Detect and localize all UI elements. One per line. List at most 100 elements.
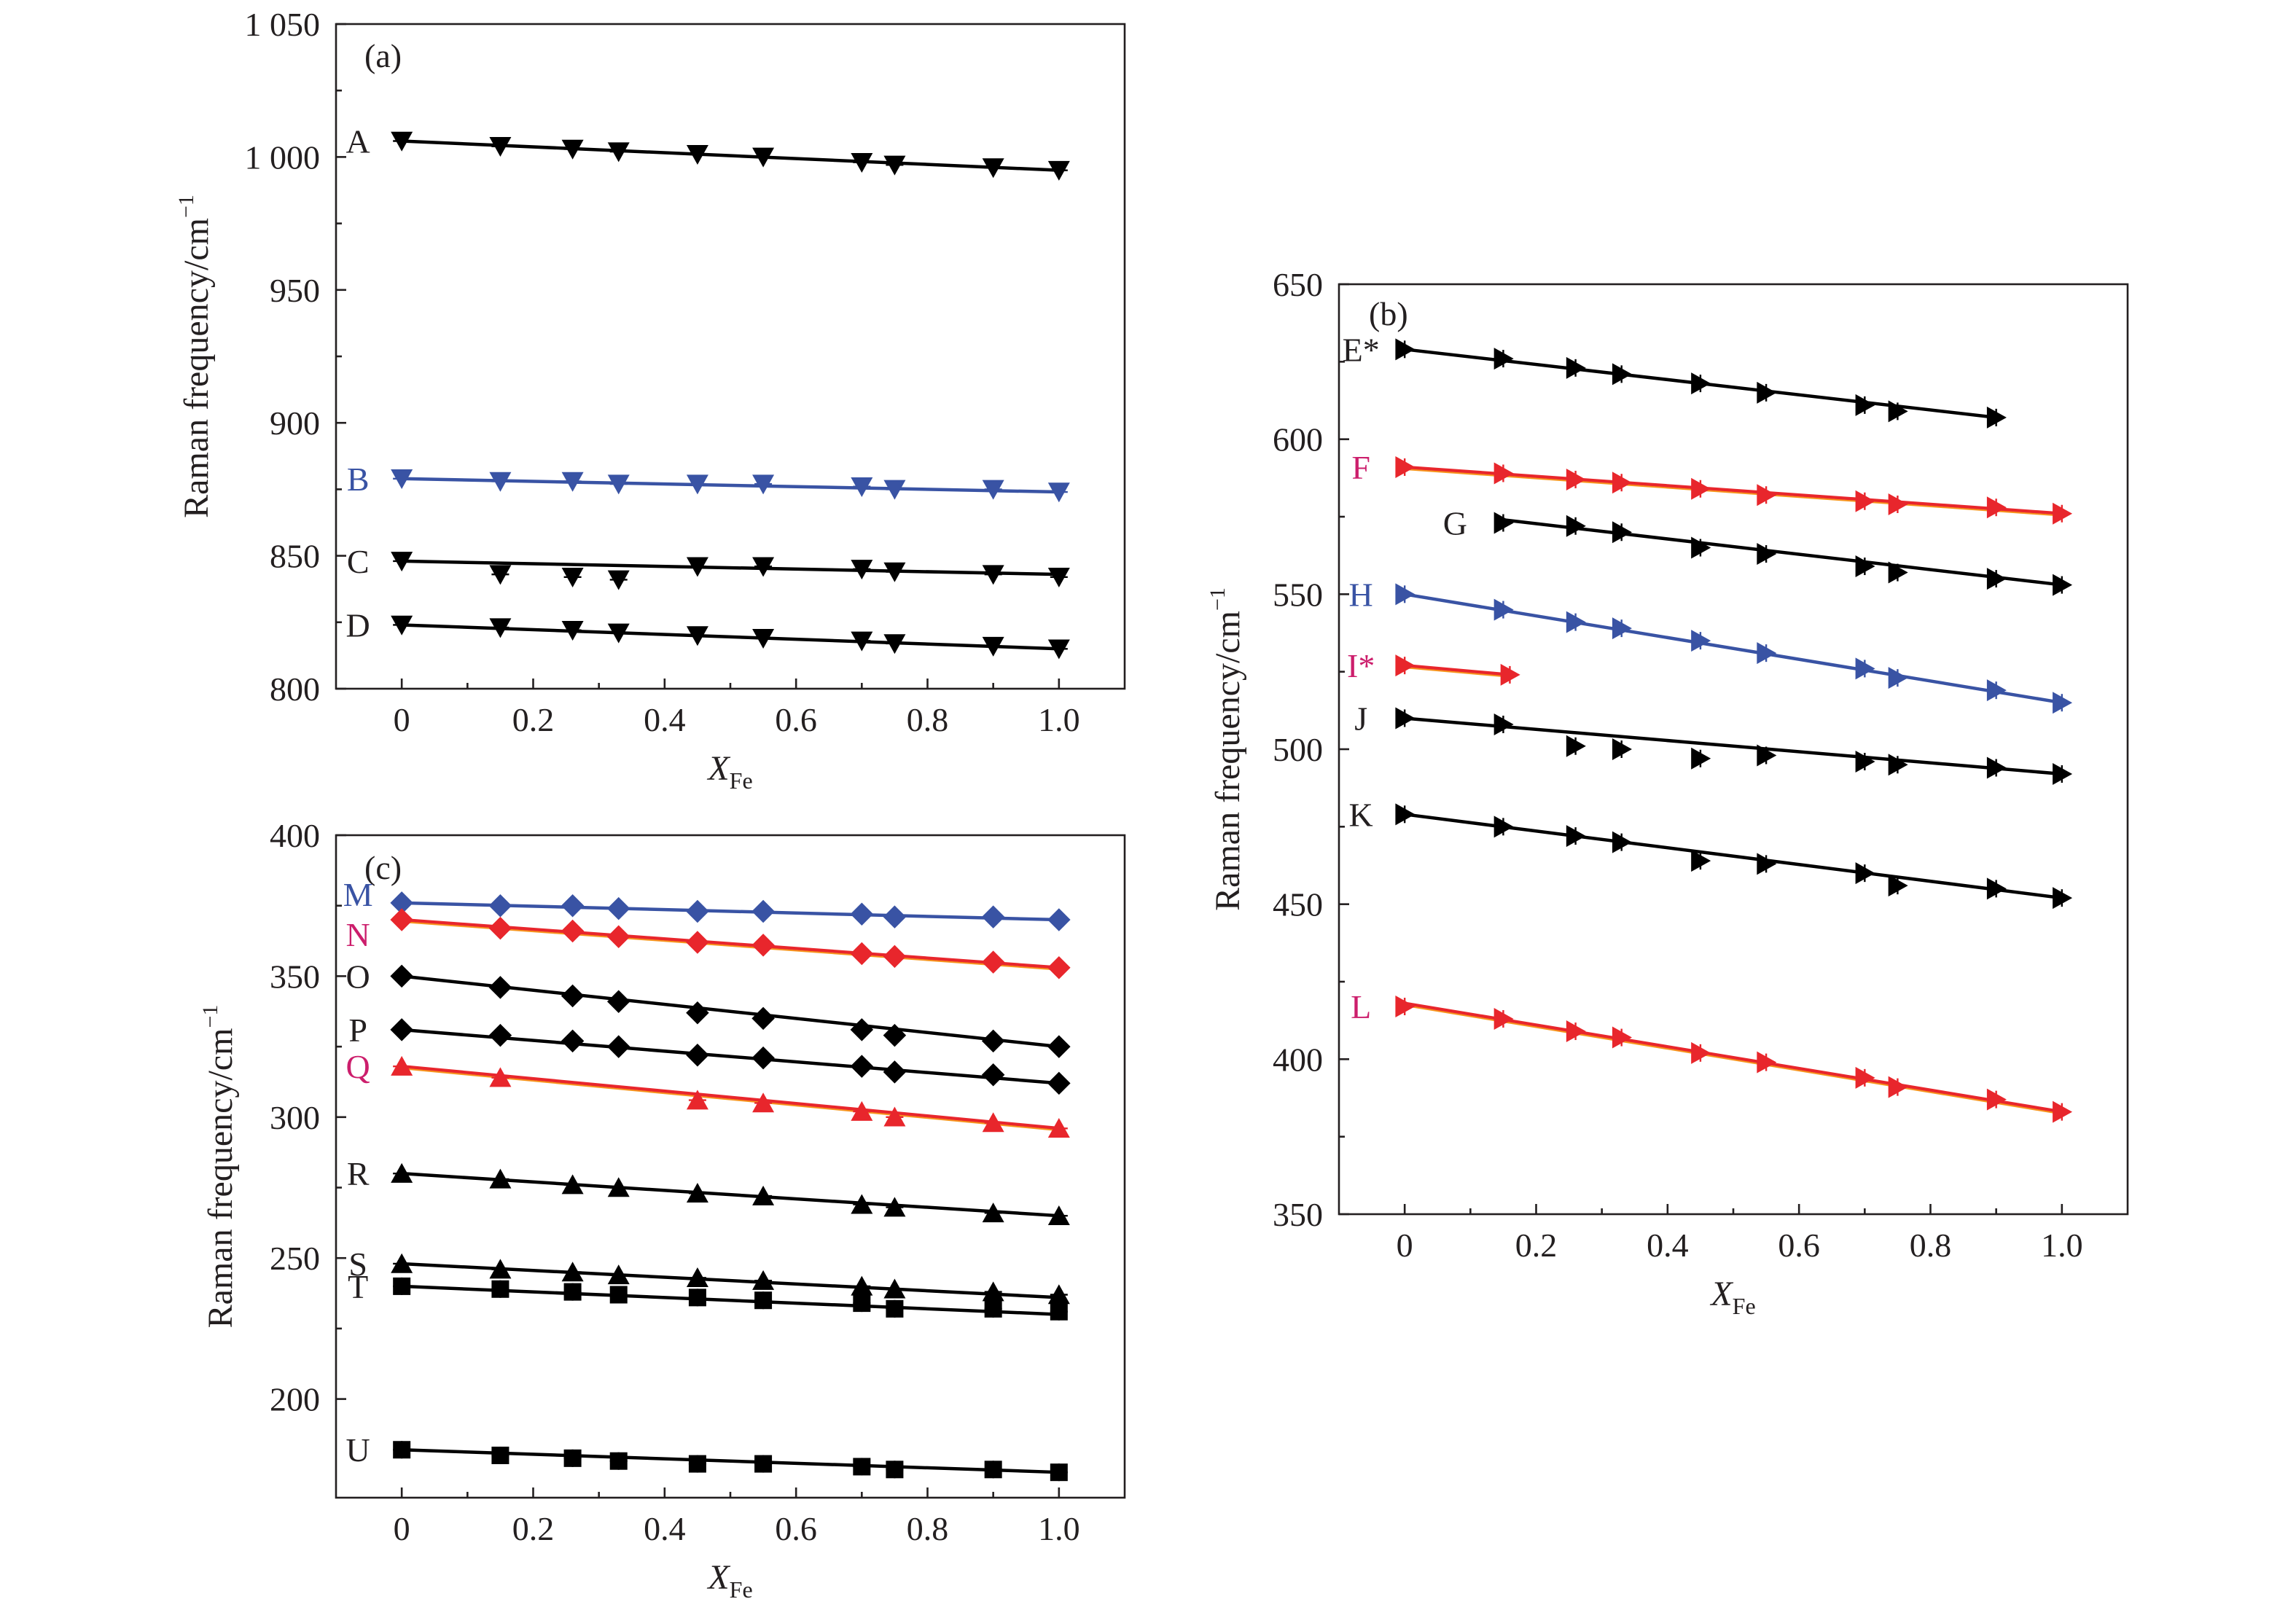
data-point xyxy=(1757,543,1777,566)
series-label: K xyxy=(1349,796,1373,833)
data-point xyxy=(686,899,709,923)
data-point xyxy=(1757,642,1777,665)
data-point xyxy=(1691,747,1711,770)
y-tick-label: 600 xyxy=(1273,421,1323,458)
y-tick-label: 800 xyxy=(270,670,320,708)
data-point xyxy=(561,894,585,918)
data-point xyxy=(851,1275,873,1296)
y-tick-label: 500 xyxy=(1273,731,1323,768)
fit-line xyxy=(402,559,1059,576)
series-label: D xyxy=(346,606,370,644)
plot-frame xyxy=(335,23,1126,690)
fit-line-accent xyxy=(1405,1004,2062,1115)
data-point xyxy=(1757,381,1777,404)
data-point xyxy=(850,942,874,966)
data-point xyxy=(982,636,1004,657)
x-tick-label: 0.4 xyxy=(1647,1227,1689,1264)
data-point xyxy=(1566,515,1586,537)
x-tick-label: 0 xyxy=(394,701,410,738)
data-point xyxy=(1855,394,1875,416)
data-point xyxy=(391,615,413,636)
y-tick-label: 300 xyxy=(270,1099,320,1136)
data-point xyxy=(1986,679,2007,702)
data-point xyxy=(751,899,775,923)
data-point xyxy=(686,557,708,577)
data-point xyxy=(1047,639,1070,660)
data-point xyxy=(1612,363,1632,386)
x-tick-label: 0.2 xyxy=(512,701,555,738)
data-point xyxy=(1493,1008,1514,1031)
data-point xyxy=(607,570,630,590)
data-point xyxy=(883,1023,907,1047)
fit-line xyxy=(402,477,1059,494)
data-point xyxy=(752,1092,775,1113)
y-tick-label: 650 xyxy=(1273,266,1323,303)
data-point xyxy=(851,1100,873,1121)
data-point xyxy=(886,1461,904,1479)
data-point xyxy=(1566,735,1586,757)
panel-b-chart: 0 0.2 0.4 0.6 0.8 1.0 350 400 450 500 550 600 650 XFe… xyxy=(1206,266,2129,1319)
data-point xyxy=(981,950,1005,974)
fit-line xyxy=(401,1028,1060,1085)
data-point xyxy=(1888,1076,1908,1098)
data-point xyxy=(752,1270,775,1290)
data-point xyxy=(1566,1020,1586,1043)
series-t: T xyxy=(348,1268,1068,1321)
data-point xyxy=(1612,831,1632,853)
y-tick-label: 900 xyxy=(270,404,320,442)
data-point xyxy=(488,976,512,999)
x-axis-label: XFe xyxy=(706,1558,752,1603)
x-tick-label: 0 xyxy=(1397,1227,1413,1264)
data-point xyxy=(563,1283,582,1301)
data-point xyxy=(883,1060,907,1084)
data-point xyxy=(1986,568,2007,590)
data-point xyxy=(1047,908,1071,931)
data-point xyxy=(606,925,630,949)
data-point xyxy=(853,1294,871,1313)
fit-line xyxy=(402,1171,1059,1218)
data-point xyxy=(883,480,906,500)
series-r: R xyxy=(347,1155,1070,1225)
data-point xyxy=(850,1018,874,1041)
data-point xyxy=(491,1280,509,1298)
series-label: J xyxy=(1354,700,1367,737)
data-point xyxy=(851,631,873,652)
x-tick-label: 0.8 xyxy=(907,1510,949,1547)
data-point xyxy=(851,560,873,580)
data-point xyxy=(561,1029,585,1053)
data-point xyxy=(1500,663,1520,686)
series-a: A xyxy=(346,123,1070,181)
data-point xyxy=(1566,611,1586,633)
series-label: G xyxy=(1443,505,1467,542)
data-point xyxy=(1888,667,1908,689)
x-tick-label: 0.4 xyxy=(644,701,686,738)
panel-label: (a) xyxy=(364,37,402,74)
fit-line xyxy=(402,1262,1059,1299)
series-n: N xyxy=(346,908,1071,980)
data-point xyxy=(1986,1088,2007,1111)
fit-line xyxy=(1404,593,2063,705)
data-point xyxy=(1612,521,1632,544)
data-point xyxy=(686,1090,708,1110)
data-point xyxy=(1986,756,2007,779)
data-point xyxy=(752,147,775,168)
data-point xyxy=(752,557,775,577)
data-point xyxy=(883,1106,906,1127)
data-point xyxy=(1395,654,1416,677)
data-point xyxy=(686,1001,709,1025)
fit-line-accent xyxy=(1405,667,1510,678)
y-tick-label: 350 xyxy=(1273,1196,1323,1233)
series-label: H xyxy=(1349,576,1373,613)
data-point xyxy=(1757,744,1777,767)
fit-line xyxy=(1404,813,2063,900)
series-l: L xyxy=(1351,988,2073,1123)
data-point xyxy=(851,1194,873,1214)
series-h: H xyxy=(1349,576,2073,714)
data-point xyxy=(561,1174,584,1195)
series-label: A xyxy=(346,123,370,160)
fit-line xyxy=(1404,716,2063,776)
data-point xyxy=(686,931,709,954)
data-point xyxy=(982,1112,1004,1133)
series-p: P xyxy=(348,1012,1071,1095)
data-point xyxy=(982,1203,1004,1223)
